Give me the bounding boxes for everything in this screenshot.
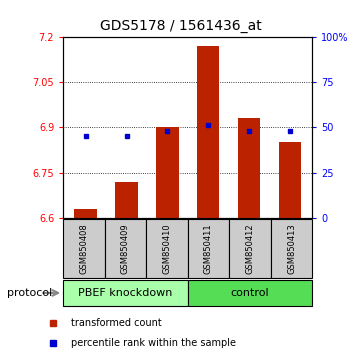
Text: percentile rank within the sample: percentile rank within the sample [71, 338, 236, 348]
Text: control: control [231, 288, 269, 298]
Text: GSM850411: GSM850411 [204, 223, 213, 274]
Text: GDS5178 / 1561436_at: GDS5178 / 1561436_at [100, 19, 261, 34]
Bar [271, 219, 312, 278]
Text: GSM850413: GSM850413 [287, 223, 296, 274]
Bar [238, 119, 260, 218]
Text: GSM850408: GSM850408 [79, 223, 88, 274]
Bar [188, 280, 312, 306]
Text: GSM850409: GSM850409 [121, 223, 130, 274]
Bar [197, 46, 219, 218]
Bar [229, 219, 271, 278]
Bar [115, 182, 138, 218]
Bar [188, 219, 229, 278]
Text: GSM850410: GSM850410 [162, 223, 171, 274]
Text: transformed count: transformed count [71, 318, 162, 327]
Bar [278, 143, 301, 218]
Bar [63, 280, 188, 306]
Text: protocol: protocol [7, 288, 52, 298]
Text: PBEF knockdown: PBEF knockdown [78, 288, 173, 298]
Bar [156, 127, 179, 218]
Text: GSM850412: GSM850412 [245, 223, 255, 274]
Bar [146, 219, 188, 278]
Bar [105, 219, 146, 278]
Bar [74, 209, 97, 218]
Bar [63, 219, 105, 278]
